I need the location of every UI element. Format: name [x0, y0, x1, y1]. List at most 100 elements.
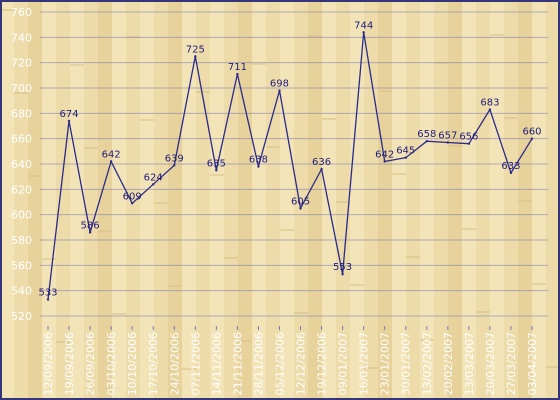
x-tick-label: 30/01/2007 [400, 332, 413, 395]
plank-strip [14, 0, 28, 400]
data-label: 586 [81, 220, 100, 231]
x-axis-ticks: 12/09/2006 19/09/2006 26/09/2006 03/10/2006… [42, 326, 539, 395]
x-tick-label: 13/02/2007 [421, 332, 434, 395]
data-label: 636 [312, 157, 331, 168]
plank-strip [182, 0, 196, 400]
x-tick-label: 07/11/2006 [189, 332, 202, 395]
x-tick-label: 20/02/2007 [442, 332, 455, 395]
plank-strip [378, 0, 392, 400]
plank-strip [196, 0, 210, 400]
x-tick-label: 21/11/2006 [231, 332, 244, 395]
data-label: 639 [165, 153, 184, 164]
x-tick-label: 12/09/2006 [42, 332, 55, 395]
y-tick-label: 600 [11, 209, 32, 222]
data-point [130, 202, 134, 205]
plank-strip [294, 0, 308, 400]
plank-strip [546, 0, 560, 400]
data-point [530, 137, 534, 140]
y-tick-label: 580 [11, 234, 32, 247]
data-label: 660 [522, 127, 541, 138]
data-point [404, 156, 407, 159]
x-tick-label: 24/10/2006 [168, 332, 181, 395]
y-tick-label: 660 [11, 133, 32, 146]
plank-strip [168, 0, 182, 400]
grid-lines [40, 11, 548, 317]
x-tick-label: 03/10/2006 [105, 332, 118, 395]
y-tick-label: 760 [11, 6, 32, 19]
plank-strip [308, 0, 322, 400]
x-tick-label: 26/09/2006 [84, 332, 97, 395]
data-point [109, 160, 113, 163]
plank-strip [322, 0, 336, 400]
x-tick-label: 12/12/2006 [295, 332, 308, 395]
data-label: 744 [354, 20, 373, 31]
data-point [425, 140, 428, 143]
y-axis-ticks: 520 540 560 580 600 620 640 660 680 700 720 740 760 [11, 6, 32, 323]
data-label: 674 [59, 109, 78, 120]
plank-strip [28, 0, 42, 400]
plank-strip [0, 0, 14, 400]
x-tick-label: 28/11/2006 [252, 332, 265, 395]
data-point [194, 55, 197, 58]
plank-strip [98, 0, 112, 400]
plank-strip [280, 0, 294, 400]
series-line [47, 32, 533, 300]
plank-strip [70, 0, 84, 400]
plank-strip [420, 0, 434, 400]
plank-strip [476, 0, 490, 400]
data-label: 609 [123, 191, 142, 202]
data-point [278, 89, 281, 92]
data-label: 725 [186, 44, 205, 55]
data-label: 553 [333, 262, 352, 273]
plank-strip [56, 0, 70, 400]
y-tick-label: 540 [11, 285, 32, 298]
plank-strip [336, 0, 350, 400]
x-tick-label: 16/01/2007 [358, 332, 371, 395]
plank-strip [490, 0, 504, 400]
plank-strip [112, 0, 126, 400]
data-label: 533 [38, 288, 57, 299]
data-point [383, 160, 386, 163]
x-tick-label: 23/01/2007 [379, 332, 392, 395]
data-label: 683 [480, 98, 499, 109]
plank-strip [210, 0, 224, 400]
plank-strip [238, 0, 252, 400]
y-tick-label: 680 [11, 107, 32, 120]
data-label: 624 [144, 172, 163, 183]
plank-strip [126, 0, 140, 400]
data-point [446, 141, 450, 144]
data-point [467, 142, 471, 145]
data-label: 642 [102, 149, 121, 160]
x-tick-label: 05/12/2006 [273, 332, 286, 395]
data-label: 605 [291, 196, 310, 207]
plank-strip [392, 0, 406, 400]
plank-strip [140, 0, 154, 400]
data-point [362, 31, 365, 34]
data-label: 658 [417, 129, 436, 140]
plank-strip [448, 0, 462, 400]
plank-strip [532, 0, 546, 400]
plank-strip [154, 0, 168, 400]
data-point [67, 119, 71, 123]
plank-strip [462, 0, 476, 400]
data-label: 642 [375, 149, 394, 160]
data-point [341, 273, 344, 276]
x-tick-label: 09/01/2007 [337, 332, 350, 395]
data-label: 698 [270, 79, 289, 90]
x-tick-label: 03/04/2007 [526, 332, 539, 395]
data-label: 633 [501, 161, 520, 172]
plank-strip [84, 0, 98, 400]
data-point [152, 183, 155, 186]
plank-strip [42, 0, 56, 400]
plank-strip [350, 0, 364, 400]
y-tick-label: 700 [11, 82, 32, 95]
plank-strip [518, 0, 532, 400]
data-label: 635 [207, 158, 226, 169]
data-point [46, 298, 50, 301]
data-point [215, 169, 218, 172]
data-point [257, 165, 260, 168]
